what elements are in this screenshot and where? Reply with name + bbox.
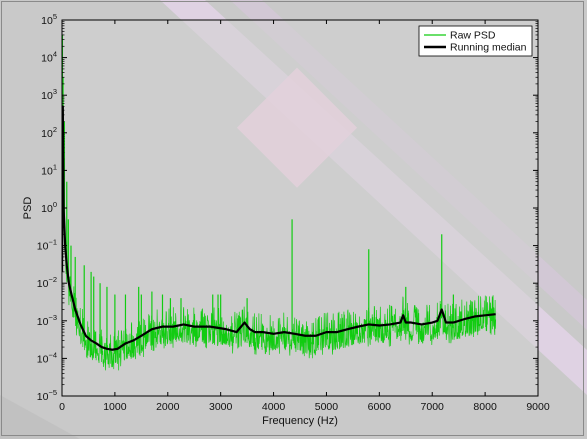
legend-raw-psd-label: Raw PSD [450, 30, 496, 42]
x-tick-label: 9000 [526, 401, 550, 413]
x-tick-label: 1000 [103, 401, 127, 413]
x-tick-label: 8000 [473, 401, 497, 413]
legend: Raw PSD Running median [419, 26, 532, 56]
x-tick-label: 5000 [315, 401, 339, 413]
x-tick-label: 3000 [209, 401, 233, 413]
x-axis-label: Frequency (Hz) [262, 415, 338, 427]
x-tick-label: 6000 [368, 401, 392, 413]
legend-running-median-label: Running median [450, 42, 527, 54]
x-tick-label: 4000 [262, 401, 286, 413]
x-tick-label: 7000 [421, 401, 445, 413]
x-tick-label: 0 [59, 401, 65, 413]
x-tick-label: 2000 [156, 401, 180, 413]
y-axis-label: PSD [22, 197, 34, 220]
